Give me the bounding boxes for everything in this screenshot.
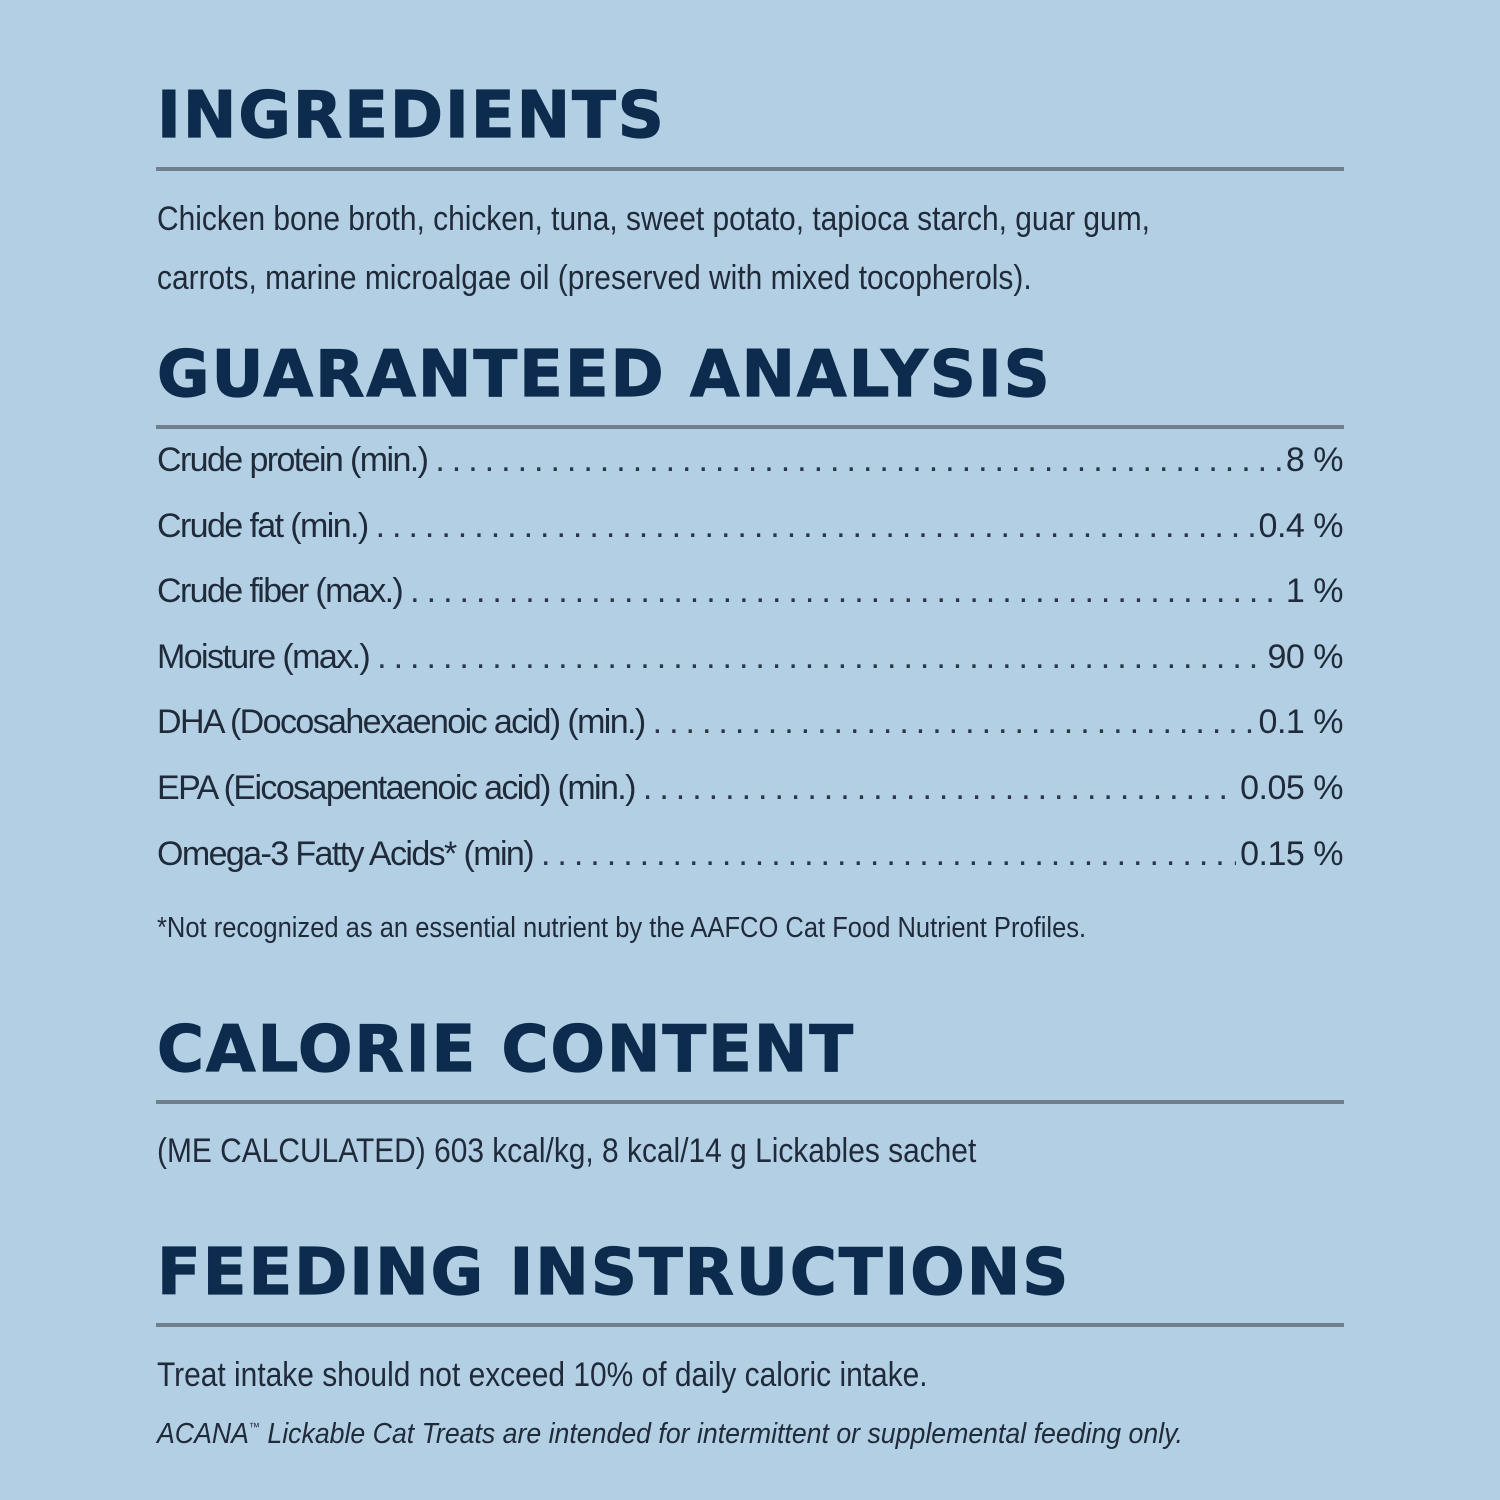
calorie-content-heading: CALORIE CONTENT (156, 1013, 856, 1087)
analysis-row-crude-fiber: Crude fiber (max.) 1 % (157, 572, 1343, 638)
analysis-value: 0.1 % (1258, 703, 1343, 742)
analysis-row-crude-fat: Crude fat (min.) 0.4 % (157, 507, 1343, 573)
analysis-label: Crude fat (min.) (157, 506, 369, 545)
analysis-row-moisture: Moisture (max.) 90 % (157, 638, 1343, 704)
feeding-note-text: Lickable Cat Treats are intended for int… (259, 1418, 1183, 1450)
analysis-label: Crude fiber (max.) (157, 572, 404, 611)
dot-leader (541, 835, 1236, 874)
trademark-symbol: ™ (248, 1420, 260, 1434)
calorie-content-text: (ME CALCULATED) 603 kcal/kg, 8 kcal/14 g… (157, 1132, 977, 1170)
guaranteed-analysis-heading: GUARANTEED ANALYSIS (156, 338, 1052, 412)
brand-name: ACANA (157, 1418, 249, 1450)
ingredients-line-1: Chicken bone broth, chicken, tuna, sweet… (157, 200, 1150, 238)
dot-leader (410, 572, 1282, 611)
analysis-row-epa: EPA (Eicosapentaenoic acid) (min.) 0.05 … (157, 769, 1343, 835)
analysis-row-dha: DHA (Docosahexaenoic acid) (min.) 0.1 % (157, 703, 1343, 769)
analysis-label: EPA (Eicosapentaenoic acid) (min.) (157, 768, 636, 807)
analysis-value: 0.05 % (1240, 768, 1343, 807)
analysis-value: 0.15 % (1240, 834, 1343, 873)
guaranteed-analysis-divider (156, 425, 1344, 429)
analysis-label: Moisture (max.) (157, 637, 371, 676)
analysis-label: DHA (Docosahexaenoic acid) (min.) (157, 703, 646, 742)
dot-leader (643, 769, 1236, 808)
analysis-row-crude-protein: Crude protein (min.) 8 % (157, 441, 1343, 507)
analysis-value: 0.4 % (1258, 506, 1343, 545)
feeding-instructions-text: Treat intake should not exceed 10% of da… (157, 1356, 928, 1394)
analysis-value: 90 % (1267, 637, 1344, 676)
analysis-footnote: *Not recognized as an essential nutrient… (157, 912, 1087, 944)
analysis-value: 8 % (1285, 441, 1343, 479)
feeding-instructions-divider (156, 1323, 1344, 1327)
ingredients-line-2: carrots, marine microalgae oil (preserve… (157, 259, 1032, 297)
ingredients-divider (156, 167, 1344, 171)
guaranteed-analysis-list: Crude protein (min.) 8 % Crude fat (min.… (157, 441, 1343, 900)
ingredients-heading: INGREDIENTS (156, 79, 666, 153)
feeding-instructions-heading: FEEDING INSTRUCTIONS (156, 1236, 1071, 1310)
dot-leader (653, 703, 1255, 742)
analysis-value: 1 % (1285, 572, 1343, 611)
dot-leader (376, 507, 1255, 546)
calorie-content-divider (156, 1100, 1344, 1104)
analysis-label: Omega-3 Fatty Acids* (min) (157, 834, 535, 873)
analysis-row-omega-3: Omega-3 Fatty Acids* (min) 0.15 % (157, 835, 1343, 901)
feeding-note: ACANA™ Lickable Cat Treats are intended … (157, 1416, 1183, 1454)
dot-leader (377, 638, 1263, 677)
analysis-label: Crude protein (min.) (157, 441, 429, 479)
dot-leader (435, 441, 1282, 480)
